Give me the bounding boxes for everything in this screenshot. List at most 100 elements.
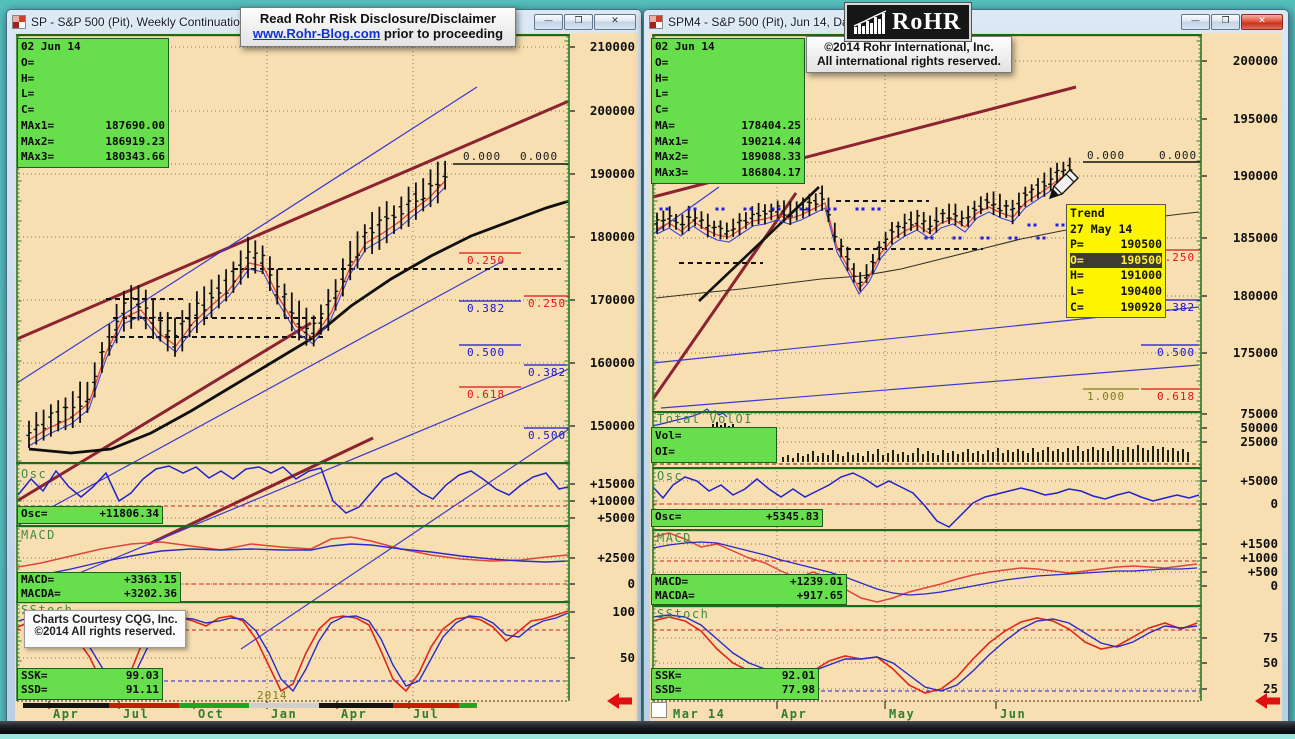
axis-label: 185000 (1233, 230, 1278, 245)
fib-level-label: 1.000 (1087, 390, 1125, 403)
axis-label: 50 (1263, 655, 1278, 670)
right-window-minimize-button[interactable]: — (1181, 13, 1210, 30)
field-value: 77.98 (781, 683, 815, 696)
field-label: SSK= (655, 669, 682, 682)
fib-level-label: 0.000 (520, 150, 558, 163)
axis-label: 75 (1263, 630, 1278, 645)
field-label: SSD= (655, 683, 682, 696)
axis-label: 190000 (590, 166, 635, 181)
month-label: Apr (53, 707, 79, 721)
month-label: Jul (413, 707, 439, 721)
field-value: 186919.23 (105, 134, 165, 148)
axis-label: 0 (627, 576, 635, 591)
month-label: Jan (271, 707, 297, 721)
axis-label: 170000 (590, 292, 635, 307)
fib-level-label: 0.250 (467, 254, 505, 267)
panel-label: MACD (21, 528, 56, 542)
left-chart-canvas[interactable]: 0.000 0.000 0.250 0.382 0.500 0.618 0.250 0.382… (15, 33, 637, 721)
fib-level-label: 0.000 (1087, 149, 1125, 162)
axis-label: 210000 (590, 39, 635, 54)
rohr-logo: RoHR (844, 2, 972, 42)
left-sstoch-value-box: SSK= 99.03 SSD= 91.11 (17, 668, 163, 700)
rohr-logo-chart-icon (853, 10, 887, 34)
field-value: 190214.44 (741, 134, 801, 148)
field-label: SSK= (21, 669, 48, 682)
field-value: 187690.00 (105, 118, 165, 132)
trend-field-label: L= (1070, 283, 1084, 298)
axis-label: 200000 (590, 103, 635, 118)
field-label: L= (21, 87, 35, 101)
axis-label: +2500 (597, 550, 635, 565)
trend-readout-box: Trend 27 May 14 P= 190500 O= 190500 H= 191000 L=… (1066, 204, 1166, 318)
axis-label: 160000 (590, 355, 635, 370)
panel-label: Osc (21, 467, 47, 481)
field-label: O= (21, 55, 35, 69)
cqg-app-icon (649, 14, 663, 29)
right-sstoch-value-box: SSK= 92.01 SSD= 77.98 (651, 668, 819, 700)
right-ohlc-info-box: 02 Jun 14 O= H= L= C= MA= 178404.25 MAx1= 190214… (651, 38, 805, 184)
year-label: 2014 (257, 689, 288, 702)
trend-field-value: 190500 (1120, 252, 1162, 267)
fib-level-label: 0.250 (1157, 251, 1195, 264)
field-label: MAx3= (21, 150, 55, 164)
panel-label: Osc (657, 469, 683, 483)
right-osc-value-box: Osc= +5345.83 (651, 509, 823, 527)
month-label: Jun (1000, 707, 1026, 721)
copyright-line1: ©2014 Rohr International, Inc. (824, 40, 994, 54)
left-window-titlebar[interactable]: SP - S&P 500 (Pit), Weekly Continuation … (7, 10, 641, 33)
right-window-restore-button[interactable]: ❐ (1211, 13, 1240, 30)
axis-label: 25000 (1240, 434, 1278, 449)
month-label: Oct (198, 707, 224, 721)
fib-level-label: 0.382 (467, 302, 505, 315)
field-label: MAx3= (655, 166, 689, 180)
field-label: MACDA= (21, 586, 61, 600)
field-value: 91.11 (125, 683, 159, 696)
left-osc-value-box: Osc= +11806.34 (17, 506, 163, 524)
month-label: May (889, 707, 915, 721)
left-window-minimize-button[interactable]: — (534, 13, 563, 30)
disclaimer-line2: prior to proceeding (380, 26, 504, 41)
axis-label: 195000 (1233, 111, 1278, 126)
panel-label: Total VolOI (657, 412, 753, 426)
trend-date: 27 May 14 (1070, 221, 1133, 236)
copyright-tooltip: ©2014 Rohr International, Inc. All inter… (806, 36, 1012, 73)
fib-level-label: 0.500 (528, 429, 566, 442)
scroll-left-arrow (607, 693, 632, 709)
axis-label: +5000 (597, 510, 635, 525)
fib-level-label: 0.500 (1157, 346, 1195, 359)
courtesy-line1: Charts Courtesy CQG, Inc. (32, 614, 178, 626)
field-label: 02 Jun 14 (21, 40, 81, 53)
field-label: MAx1= (655, 134, 689, 148)
axis-label: 25 (1263, 681, 1278, 696)
field-label: MA= (655, 118, 675, 132)
field-label: L= (655, 87, 669, 101)
rohr-blog-link[interactable]: www.Rohr-Blog.com (252, 26, 381, 41)
field-value: +1239.01 (790, 575, 843, 588)
field-label: H= (655, 71, 669, 85)
field-label: MACD= (655, 575, 689, 588)
left-window-close-button[interactable]: ✕ (594, 13, 636, 30)
field-label: MACD= (21, 573, 55, 586)
field-value: +3363.15 (124, 573, 177, 586)
right-window-titlebar[interactable]: SPM4 - S&P 500 (Pit), Jun 14, Daily — ❐ ✕ (644, 10, 1288, 33)
field-label: Vol= (655, 429, 682, 442)
left-window-restore-button[interactable]: ❐ (564, 13, 593, 30)
panel-label: SStoch (657, 607, 709, 621)
field-label: Osc= (655, 510, 682, 523)
month-label: Apr (781, 707, 807, 721)
field-value: 189088.33 (741, 150, 801, 164)
fib-level-label: 0.618 (467, 388, 505, 401)
month-label: Jul (123, 707, 149, 721)
axis-label: 0 (1270, 496, 1278, 511)
scrollbar-thumb[interactable] (651, 702, 667, 718)
field-label: H= (21, 71, 35, 85)
right-window-close-button[interactable]: ✕ (1241, 13, 1283, 30)
field-value: 178404.25 (741, 118, 801, 132)
field-value: 92.01 (781, 669, 815, 682)
field-value: +3202.36 (124, 586, 177, 600)
left-ohlc-info-box: 02 Jun 14 O= H= L= C= MAx1= 187690.00 MAx2= 1869… (17, 38, 169, 168)
field-value: 186804.17 (741, 166, 801, 180)
field-label: Osc= (21, 507, 48, 520)
taskbar[interactable] (0, 721, 1295, 734)
